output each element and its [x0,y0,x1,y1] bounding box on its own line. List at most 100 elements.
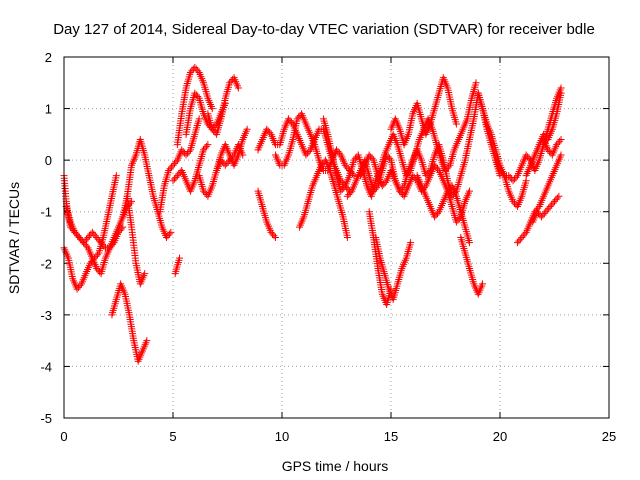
series-arc-1 [60,172,120,293]
data-point [335,149,343,157]
series-arc-32 [540,136,565,159]
data-point [106,244,114,252]
data-point [432,163,440,171]
data-point [100,242,108,250]
grid-lines [64,57,609,418]
data-point [554,139,562,147]
data-point [378,182,386,190]
data-point [509,197,517,205]
series-arc-7 [156,115,203,216]
data-point [499,170,507,178]
data-point [76,282,84,290]
data-point [191,89,199,97]
data-point [472,79,480,87]
data-point [553,194,561,202]
series-arc-24 [387,74,460,149]
series-arc-14 [213,141,247,174]
data-point [90,230,98,238]
data-point [166,165,174,173]
data-point [537,213,545,221]
data-point [93,234,101,241]
data-point [191,63,199,71]
data-point [396,187,404,195]
data-point [317,161,325,169]
data-point [264,127,272,135]
data-point [556,137,564,145]
data-point [84,234,92,241]
data-point [386,154,394,162]
data-point [545,204,553,212]
data-point [71,228,79,236]
y-tick-label: 1 [45,102,52,117]
data-points [60,63,565,365]
data-point [227,77,235,85]
x-tick-label: 10 [275,429,289,444]
data-point [169,177,177,185]
data-point [168,163,176,171]
data-point [384,153,392,161]
data-point [380,180,388,188]
data-point [434,165,442,173]
data-point [72,230,80,238]
x-tick-label: 25 [602,429,616,444]
data-point [516,235,524,243]
x-axis-label: GPS time / hours [282,458,389,474]
data-point [551,197,558,205]
data-point [546,203,554,211]
data-point [522,151,530,159]
data-point [239,151,247,159]
data-point [201,144,209,152]
data-point [202,142,210,150]
data-point [73,285,81,293]
data-point [465,239,473,247]
data-point [542,208,550,216]
data-point [346,189,354,197]
data-point [269,230,277,238]
data-point [83,242,91,250]
x-tick-label: 20 [493,429,507,444]
data-point [431,161,439,169]
series-arc-9 [171,254,184,278]
data-point [338,185,346,193]
series-arc-6 [123,192,149,288]
series-arc-10 [173,63,216,149]
data-point [170,160,178,168]
data-point [383,151,391,159]
data-point [431,213,439,221]
data-point [201,189,209,197]
data-point [343,192,351,200]
series-arc-27 [474,89,530,211]
series-arc-25 [413,172,473,247]
data-point [117,225,125,233]
data-point [192,91,200,99]
data-point [548,201,556,209]
data-point [74,232,82,240]
series-arc-15 [254,187,279,241]
data-point [553,141,561,149]
data-point [511,199,519,207]
data-point [234,84,242,92]
series-arc-3 [62,203,127,252]
data-point [243,125,251,133]
data-point [515,237,523,245]
data-point [368,154,376,162]
data-point [452,120,460,128]
data-point [143,337,151,345]
data-point [164,232,172,240]
data-point [434,209,442,217]
data-point [208,105,216,113]
data-point [334,148,342,156]
y-tick-label: 0 [45,153,52,168]
data-point [319,160,327,168]
y-tick-label: -4 [40,359,52,374]
data-point [444,187,452,195]
data-point [185,148,193,156]
data-point [445,185,453,193]
data-point [545,148,553,156]
y-axis-label: SDTVAR / TECUs [6,182,22,294]
data-point [83,235,91,243]
data-point [557,89,565,97]
data-point [337,187,345,195]
data-point [534,204,542,212]
